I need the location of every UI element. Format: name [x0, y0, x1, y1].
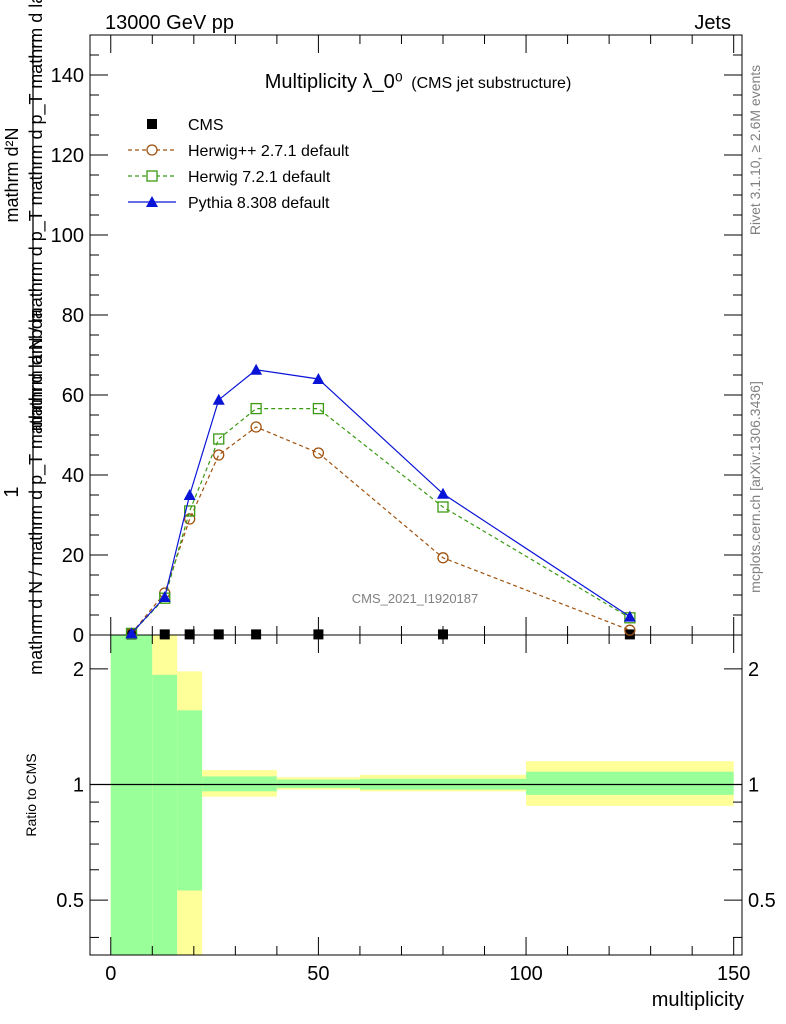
point-herwig-2-7-1-default-5 — [312, 447, 325, 459]
point-cms-6 — [437, 629, 448, 640]
point-herwig-2-7-1-default-6 — [437, 552, 449, 564]
point-herwig-2-7-1-default-2 — [184, 513, 196, 525]
point-herwig-7-2-1-default-2 — [184, 505, 196, 517]
legend-pythia-marker — [146, 196, 158, 207]
legend-herwig7-label: Herwig 7.2.1 default — [188, 169, 331, 186]
legend-herwigpp-marker — [146, 144, 158, 156]
legend: CMS Herwig++ 2.7.1 default Herwig 7.2.1 … — [128, 117, 350, 212]
ratio-bands — [90, 635, 742, 955]
point-herwig-7-2-1-default-4 — [250, 402, 262, 415]
legend-cms-marker — [147, 119, 157, 129]
analysis-watermark: CMS_2021_I1920187 — [352, 591, 479, 606]
x-tick-label-0: 0 — [105, 963, 116, 985]
point-cms-7 — [624, 629, 635, 640]
x-tick-label-150: 150 — [717, 963, 750, 985]
point-herwig-2-7-1-default-3 — [213, 449, 225, 461]
process-label: Jets — [694, 12, 731, 34]
ratio-band-green-0 — [110, 635, 153, 955]
ratio-plot-frame — [89, 634, 743, 956]
ratio-band-green-2 — [177, 710, 203, 891]
ratio-tick-label-right-2: 2 — [748, 659, 759, 681]
y-axis-label-top: 1 — [1, 486, 23, 497]
point-cms-3 — [213, 629, 224, 640]
ratio-y-axis-label: Ratio to CMS — [23, 753, 39, 836]
point-cms-1 — [159, 629, 170, 640]
y-axis-label-denominator: mathrm d N / mathrm d p_T mathrm d p_T m… — [26, 0, 47, 431]
chart-title: Multiplicity λ_0⁰ — [265, 71, 403, 93]
legend-herwigpp-label: Herwig++ 2.7.1 default — [188, 143, 350, 160]
legend-herwig7-marker — [146, 170, 158, 182]
point-cms-5 — [313, 629, 324, 640]
legend-pythia-label: Pythia 8.308 default — [188, 195, 330, 212]
point-pythia-8-308-default-5 — [312, 373, 325, 384]
chart-title-group: Multiplicity λ_0⁰ (CMS jet substructure) — [265, 71, 572, 93]
ratio-band-green-3 — [202, 776, 277, 792]
x-tick-label-50: 50 — [307, 963, 329, 985]
y-axis-label-group: 1 mathrm d N / mathrm d p_T mathrm d lam… — [1, 0, 47, 675]
y-axis-label-main: mathrm d N / mathrm d p_T mathrm d lambd… — [26, 308, 47, 675]
ratio-tick-label-right-0.5: 0.5 — [748, 890, 776, 912]
y-tick-label-80: 80 — [62, 305, 84, 327]
chart-subtitle: (CMS jet substructure) — [411, 75, 571, 92]
ratio-band-green-4 — [276, 779, 360, 788]
y-tick-label-0: 0 — [73, 625, 84, 647]
ratio-tick-label-left-1: 1 — [73, 775, 84, 797]
point-pythia-8-308-default-1 — [158, 591, 171, 602]
point-herwig-7-2-1-default-6 — [437, 501, 449, 513]
point-herwig-7-2-1-default-3 — [213, 433, 225, 445]
point-pythia-8-308-default-2 — [183, 489, 196, 500]
point-herwig-2-7-1-default-7 — [624, 624, 636, 636]
ratio-tick-label-right-1: 1 — [748, 775, 759, 797]
mcplots-credit-label: mcplots.cern.ch [arXiv:1306.3436] — [747, 381, 763, 593]
ratio-band-green-6 — [526, 771, 734, 795]
legend-cms-label: CMS — [188, 117, 224, 134]
x-axis-label: multiplicity — [652, 989, 744, 1011]
point-pythia-8-308-default-4 — [250, 363, 263, 375]
data-series — [125, 363, 636, 640]
point-pythia-8-308-default-6 — [436, 487, 449, 499]
point-pythia-8-308-default-7 — [623, 610, 636, 622]
ratio-tick-label-left-0.5: 0.5 — [56, 890, 84, 912]
rivet-version-label: Rivet 3.1.10, ≥ 2.6M events — [747, 65, 763, 235]
series-line-pythia-8-308-default — [131, 369, 631, 634]
ratio-tick-label-left-2: 2 — [73, 659, 84, 681]
y-tick-label-40: 40 — [62, 465, 84, 487]
energy-label: 13000 GeV pp — [105, 12, 234, 34]
series-line-herwig-7-2-1-default — [131, 408, 631, 634]
point-cms-2 — [184, 629, 195, 640]
y-tick-label-140: 140 — [51, 65, 84, 87]
y-axis-label-numerator: mathrm d²N — [2, 127, 22, 222]
y-tick-label-120: 120 — [51, 145, 84, 167]
point-pythia-8-308-default-3 — [212, 393, 225, 405]
point-herwig-2-7-1-default-4 — [250, 421, 262, 433]
y-tick-label-100: 100 — [51, 225, 84, 247]
point-pythia-8-308-default-0 — [125, 627, 138, 639]
point-herwig-7-2-1-default-5 — [312, 402, 325, 415]
point-cms-4 — [251, 629, 262, 640]
axis-ticks: 0 20 40 60 80 100 120 140 0 50 100 150 0.5 0.5 1 1 2 2 — [51, 34, 776, 985]
ratio-band-green-1 — [152, 674, 178, 955]
y-tick-label-60: 60 — [62, 385, 84, 407]
x-tick-label-100: 100 — [509, 963, 542, 985]
y-tick-label-20: 20 — [62, 545, 84, 567]
